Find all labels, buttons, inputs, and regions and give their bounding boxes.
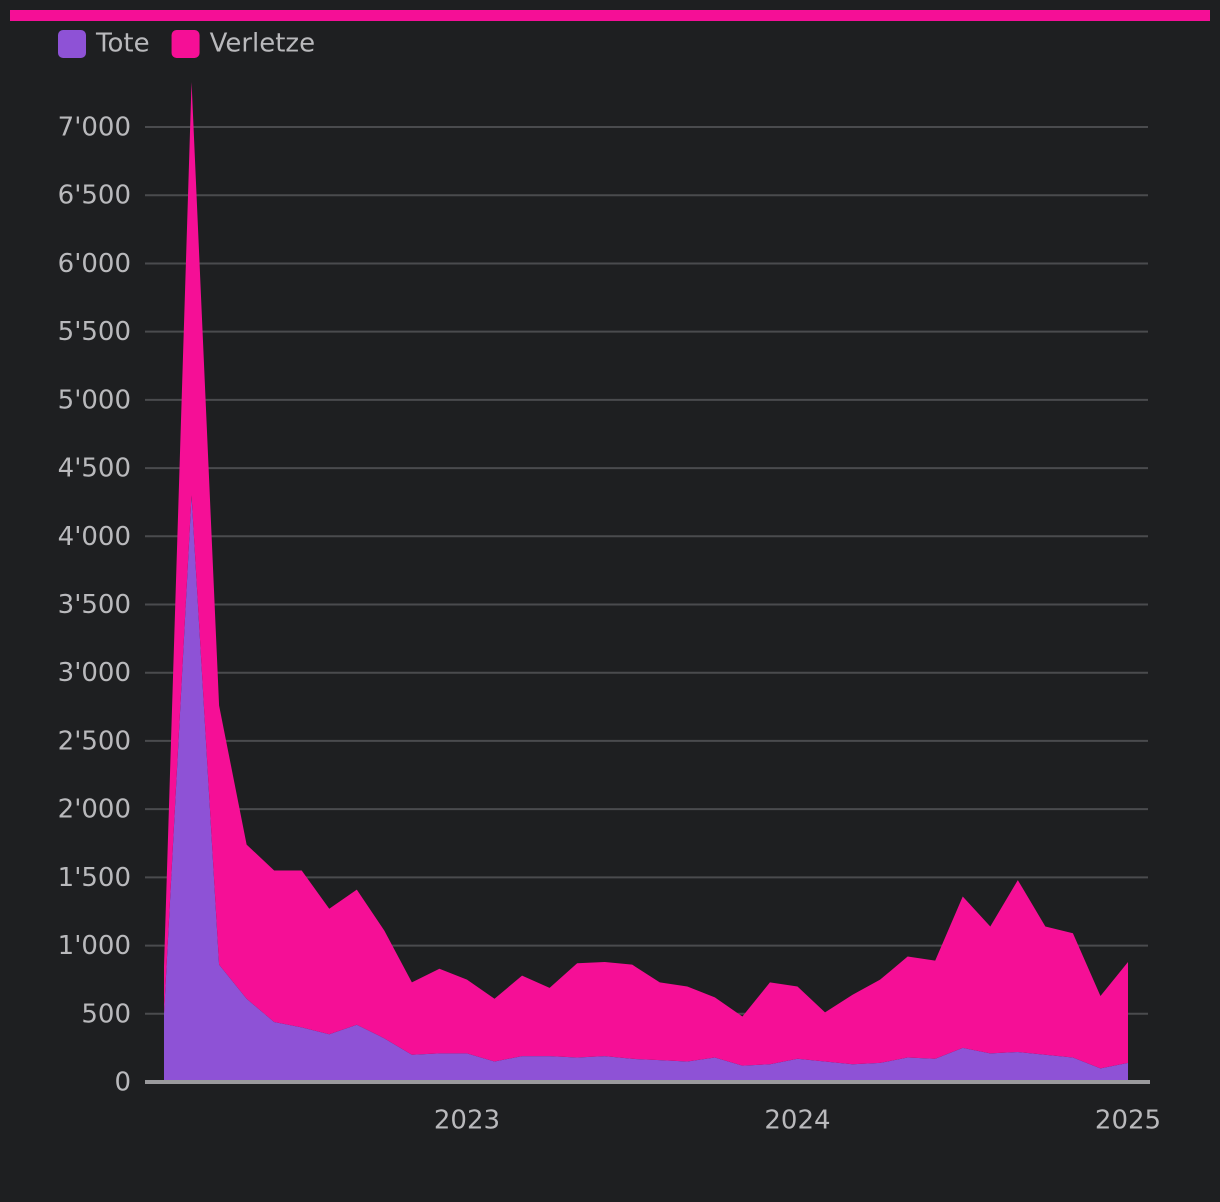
y-tick-label: 5'000 [58,385,131,415]
area [164,495,1128,1082]
x-tick-label: 2023 [434,1106,500,1136]
y-tick-label: 1'000 [58,931,131,961]
y-tick-label: 2'000 [58,795,131,825]
legend-swatch [58,30,86,58]
y-tick-label: 0 [114,1068,131,1098]
y-tick-label: 2'500 [58,726,131,756]
y-tick-label: 500 [81,999,131,1029]
y-tick-label: 7'000 [58,113,131,143]
y-tick-label: 3'000 [58,658,131,688]
y-tick-label: 6'000 [58,249,131,279]
y-tick-label: 5'500 [58,317,131,347]
area [164,82,1128,1069]
y-tick-label: 4'000 [58,522,131,552]
x-tick-label: 2025 [1095,1106,1161,1136]
top-bar [10,10,1210,21]
x-tick-label: 2024 [764,1106,830,1136]
legend-label: Tote [95,29,150,59]
y-tick-label: 6'500 [58,181,131,211]
y-tick-label: 3'500 [58,590,131,620]
y-tick-label: 1'500 [58,863,131,893]
legend-label: Verletze [210,29,316,59]
legend-swatch [171,30,200,58]
y-tick-label: 4'500 [58,454,131,484]
